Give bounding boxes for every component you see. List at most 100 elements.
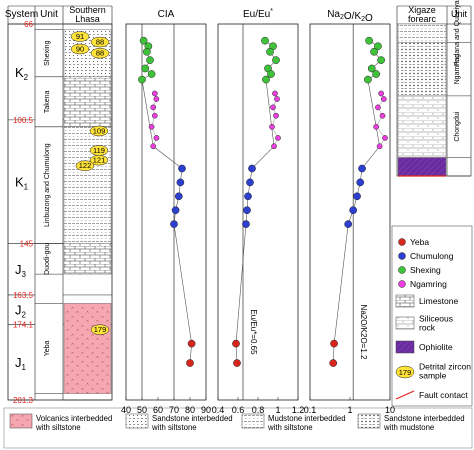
legend-swatch xyxy=(125,413,149,429)
legend-swatch xyxy=(241,413,265,429)
legend-label: Yeba xyxy=(410,237,429,247)
ngamring-point xyxy=(153,135,160,141)
ngamring-point xyxy=(270,104,276,111)
chumulong-point xyxy=(171,206,180,215)
panel-title: Eu/Eu* xyxy=(243,8,273,20)
shexing-point xyxy=(142,47,151,56)
chumulong-point xyxy=(174,192,183,201)
x-tick-label: 40 xyxy=(121,405,131,415)
legend-swatch xyxy=(395,340,415,354)
x-tick-label: 50 xyxy=(137,405,147,415)
zircon-badge xyxy=(90,47,110,59)
ngamring-point xyxy=(378,90,384,97)
zircon-age-label: 88 xyxy=(96,38,104,47)
guide-label: Na2O/K2O=1.2 xyxy=(359,305,368,360)
legend-label: with siltstone xyxy=(35,423,81,432)
lithology-ophiolite xyxy=(397,157,447,177)
shexing-point xyxy=(372,70,380,78)
ngamring-point xyxy=(273,112,279,119)
ngamring-point xyxy=(274,96,280,102)
panel-0: CIA 40 50 60 70 80 90 xyxy=(121,9,211,415)
chumulong-point xyxy=(344,220,353,228)
zircon-badge-icon xyxy=(395,365,415,379)
yeba-point xyxy=(187,339,196,348)
shexing-point xyxy=(138,75,146,84)
legend: Yeba Chumulong Shexing Ngamring Limestone Sil… xyxy=(395,237,471,400)
formation-name-right-2: Chongdui xyxy=(454,111,461,141)
system-label: J1 xyxy=(15,355,27,372)
system-label: K2 xyxy=(15,65,29,82)
age-label: 174.1 xyxy=(13,320,34,329)
shexing-point xyxy=(272,56,280,64)
panel-1: Eu/Eu* 0.4 0.6 0.8 1 1.2 Eu/Eu*=0.65 xyxy=(212,8,305,415)
zircon-badge xyxy=(75,160,95,171)
zircon-badge-label: 179 xyxy=(399,368,412,377)
age-label: 100.5 xyxy=(13,116,34,125)
system-label: J2 xyxy=(15,303,27,320)
zircon-age-label: 121 xyxy=(93,156,106,165)
chumulong-point xyxy=(358,164,366,173)
ngamring-point xyxy=(150,104,157,111)
trajectory-line xyxy=(332,40,382,364)
ngamring-point xyxy=(382,135,388,141)
ngamring-point xyxy=(271,143,277,150)
x-tick-label: 10 xyxy=(385,405,395,415)
xigaze-forearc-header-line1: Xigaze xyxy=(408,5,436,15)
shexing-point xyxy=(267,70,275,78)
age-label: 66 xyxy=(24,20,33,29)
chumulong-point xyxy=(244,192,252,201)
lithology-mudstone-siltstone xyxy=(63,126,112,244)
formation-name-2: Linbuzong and Chumulong xyxy=(44,143,51,227)
lithology-mudstone-siltstone xyxy=(397,23,447,43)
chumulong-point xyxy=(243,206,251,215)
southern-lhasa-header-line1: Southern xyxy=(69,5,106,15)
formation-name-4: Yeba xyxy=(44,340,51,356)
formation-name-right-1: Ngamring xyxy=(454,54,461,84)
x-tick-label: 70 xyxy=(169,405,179,415)
age-label: 201.3 xyxy=(13,396,34,405)
system-label: K1 xyxy=(15,175,29,192)
shexing-point xyxy=(370,47,378,56)
legend-label: with siltstone xyxy=(151,423,197,432)
panel-2: Na2O/K2O 0.1 1 10 Na2O/K2O=1.2 xyxy=(304,9,395,415)
ngamring-point xyxy=(373,123,379,130)
legend-label: rock xyxy=(419,323,436,333)
x-tick-label: 1.2 xyxy=(292,405,305,415)
legend-label: sample xyxy=(419,371,447,381)
panel-title: CIA xyxy=(158,9,175,20)
shexing-point xyxy=(364,75,372,84)
unit-right-header: Unit xyxy=(451,9,468,19)
southern-lhasa-header-line2: Lhasa xyxy=(75,14,100,24)
lithology-limestone xyxy=(63,243,112,275)
zircon-badge xyxy=(89,125,109,137)
formation-name-right-0: Padana and Qubeiya xyxy=(454,0,461,66)
yeba-point xyxy=(186,359,194,367)
shexing-point xyxy=(367,64,376,73)
lithology-siliceous xyxy=(397,95,447,158)
formation-name-3: Duodi-gou xyxy=(44,243,51,275)
legend-label: Volcanics interbedded xyxy=(36,414,112,423)
ngamring-point xyxy=(375,104,381,111)
shexing-point xyxy=(266,47,274,56)
zircon-age-label: 109 xyxy=(93,126,106,135)
shexing-point xyxy=(374,42,382,51)
legend-label: Detrital zircon xyxy=(419,362,471,372)
lithology-sandstone-mudstone xyxy=(397,42,447,97)
shexing-point xyxy=(147,70,156,78)
xigaze-forearc-header-line2: forearc xyxy=(408,14,437,24)
system-label: J3 xyxy=(15,262,27,279)
shexing-point xyxy=(365,36,373,45)
trajectory-line xyxy=(141,40,192,364)
x-tick-label: 1 xyxy=(347,405,352,415)
x-tick-label: 90 xyxy=(201,405,211,415)
zircon-age-label: 90 xyxy=(76,45,84,54)
ngamring-point xyxy=(150,143,157,150)
chumulong-point xyxy=(178,164,186,173)
legend-label: Sandstone interbedded xyxy=(384,414,465,423)
system-header: System xyxy=(5,9,38,20)
legend-label: Ophiolite xyxy=(419,342,453,352)
zircon-badge xyxy=(89,154,109,166)
x-tick-label: 0.8 xyxy=(252,405,265,415)
